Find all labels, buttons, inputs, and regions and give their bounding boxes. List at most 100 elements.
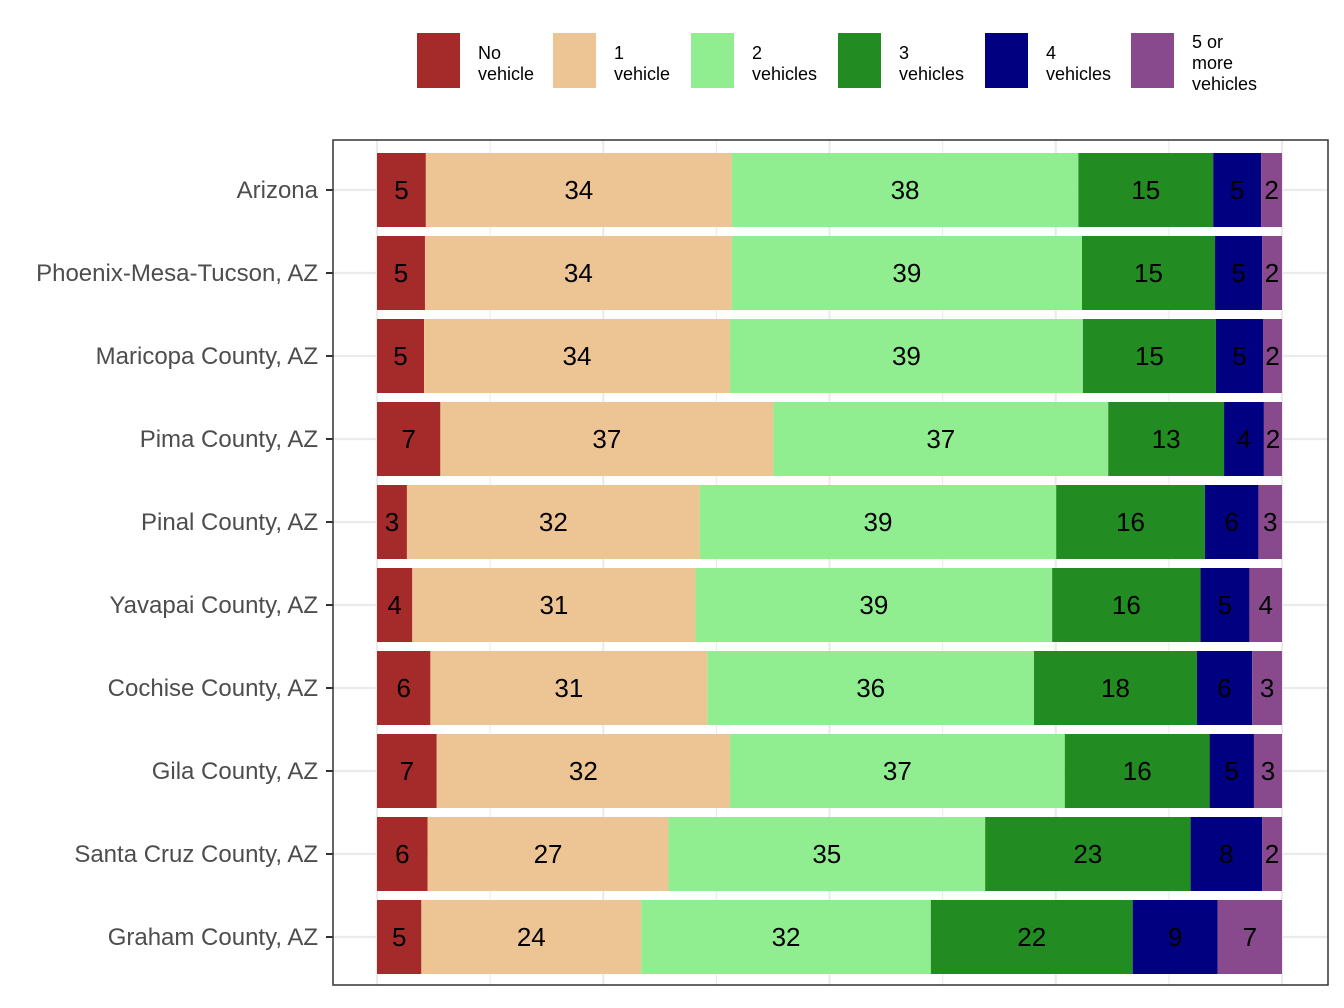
bar-segment-arizona-no-vehicle (377, 153, 426, 227)
data-label-phoenix-mesa-tucson-az-2-vehicles: 39 (892, 258, 921, 288)
category-label-maricopa-county-az: Maricopa County, AZ (96, 343, 318, 370)
bar-segment-cochise-county-az-3-vehicles (1034, 651, 1197, 725)
bar-segment-santa-cruz-county-az-3-vehicles (985, 817, 1191, 891)
category-label-cochise-county-az: Cochise County, AZ (108, 675, 318, 702)
bar-segment-gila-county-az-1-vehicle (436, 734, 730, 808)
bar-segment-maricopa-county-az-1-vehicle (424, 319, 730, 393)
bar-segment-pinal-county-az-5-or-more-vehicles (1258, 485, 1282, 559)
legend-label-no-vehicle: No (478, 43, 501, 63)
data-label-phoenix-mesa-tucson-az-5-or-more-vehicles: 2 (1265, 258, 1279, 288)
bar-segment-gila-county-az-5-or-more-vehicles (1253, 734, 1282, 808)
bar-segment-graham-county-az-no-vehicle (377, 900, 422, 974)
data-label-yavapai-county-az-5-or-more-vehicles: 4 (1258, 590, 1272, 620)
data-label-maricopa-county-az-5-or-more-vehicles: 2 (1265, 341, 1279, 371)
bar-segment-maricopa-county-az-4-vehicles (1215, 319, 1263, 393)
data-label-santa-cruz-county-az-5-or-more-vehicles: 2 (1265, 839, 1279, 869)
data-label-yavapai-county-az-4-vehicles: 5 (1218, 590, 1232, 620)
legend-label-2-vehicles: 2 (752, 43, 762, 63)
data-label-pima-county-az-2-vehicles: 37 (926, 424, 955, 454)
bar-segment-yavapai-county-az-2-vehicles (695, 568, 1053, 642)
bar-segment-yavapai-county-az-4-vehicles (1200, 568, 1250, 642)
bar-segment-maricopa-county-az-2-vehicles (729, 319, 1083, 393)
legend: Novehicle1vehicle2vehicles3vehicles4vehi… (417, 32, 1257, 94)
data-label-yavapai-county-az-2-vehicles: 39 (859, 590, 888, 620)
bar-segment-pima-county-az-5-or-more-vehicles (1263, 402, 1282, 476)
data-label-cochise-county-az-4-vehicles: 6 (1217, 673, 1231, 703)
bar-segment-santa-cruz-county-az-no-vehicle (377, 817, 428, 891)
data-label-pima-county-az-5-or-more-vehicles: 2 (1266, 424, 1280, 454)
data-label-arizona-5-or-more-vehicles: 2 (1264, 175, 1278, 205)
legend-key-3-vehicles (838, 33, 881, 88)
bar-segment-cochise-county-az-5-or-more-vehicles (1252, 651, 1282, 725)
bar-segment-graham-county-az-2-vehicles (641, 900, 931, 974)
data-label-phoenix-mesa-tucson-az-1-vehicle: 34 (564, 258, 593, 288)
bar-segment-phoenix-mesa-tucson-az-4-vehicles (1215, 236, 1263, 310)
data-label-yavapai-county-az-1-vehicle: 31 (539, 590, 568, 620)
bar-segment-arizona-3-vehicles (1078, 153, 1214, 227)
legend-key-2-vehicles (691, 33, 734, 88)
bar-segments: 5 34 38 15 5 25 34 39 15 5 25 34 39 15 5 27 37 37 13 4 23 32 3… (377, 153, 1282, 974)
data-label-pima-county-az-3-vehicles: 13 (1152, 424, 1181, 454)
data-label-maricopa-county-az-2-vehicles: 39 (892, 341, 921, 371)
bar-segment-phoenix-mesa-tucson-az-no-vehicle (377, 236, 425, 310)
bar-segment-gila-county-az-3-vehicles (1064, 734, 1210, 808)
data-label-pinal-county-az-5-or-more-vehicles: 3 (1263, 507, 1277, 537)
bar-segment-pima-county-az-2-vehicles (773, 402, 1109, 476)
category-label-phoenix-mesa-tucson-az: Phoenix-Mesa-Tucson, AZ (36, 260, 318, 287)
data-label-arizona-2-vehicles: 38 (891, 175, 920, 205)
bar-segment-cochise-county-az-4-vehicles (1196, 651, 1253, 725)
data-label-maricopa-county-az-4-vehicles: 5 (1232, 341, 1246, 371)
data-label-phoenix-mesa-tucson-az-no-vehicle: 5 (394, 258, 408, 288)
data-label-pinal-county-az-3-vehicles: 16 (1116, 507, 1145, 537)
data-label-santa-cruz-county-az-3-vehicles: 23 (1073, 839, 1102, 869)
bar-segment-graham-county-az-1-vehicle (421, 900, 642, 974)
bar-segment-cochise-county-az-1-vehicle (430, 651, 708, 725)
bar-segment-pima-county-az-3-vehicles (1108, 402, 1225, 476)
legend-key-4-vehicles (985, 33, 1028, 88)
legend-label-4-vehicles: vehicles (1046, 64, 1111, 84)
legend-label-2-vehicles: vehicles (752, 64, 817, 84)
data-label-cochise-county-az-3-vehicles: 18 (1101, 673, 1130, 703)
data-label-pinal-county-az-4-vehicles: 6 (1224, 507, 1238, 537)
data-label-arizona-1-vehicle: 34 (564, 175, 593, 205)
data-label-graham-county-az-3-vehicles: 22 (1017, 922, 1046, 952)
bar-segment-maricopa-county-az-3-vehicles (1082, 319, 1216, 393)
legend-label-1-vehicle: vehicle (614, 64, 670, 84)
data-label-cochise-county-az-5-or-more-vehicles: 3 (1260, 673, 1274, 703)
data-label-pima-county-az-1-vehicle: 37 (592, 424, 621, 454)
category-label-arizona: Arizona (237, 177, 319, 204)
bar-segment-pinal-county-az-3-vehicles (1056, 485, 1205, 559)
legend-label-5-or-more-vehicles: more (1192, 53, 1233, 73)
bar-segment-graham-county-az-3-vehicles (930, 900, 1133, 974)
data-label-cochise-county-az-2-vehicles: 36 (856, 673, 885, 703)
data-label-gila-county-az-2-vehicles: 37 (883, 756, 912, 786)
legend-label-5-or-more-vehicles: 5 or (1192, 32, 1223, 52)
data-label-pinal-county-az-1-vehicle: 32 (539, 507, 568, 537)
data-label-santa-cruz-county-az-4-vehicles: 8 (1219, 839, 1233, 869)
data-label-gila-county-az-3-vehicles: 16 (1123, 756, 1152, 786)
bar-segment-maricopa-county-az-no-vehicle (377, 319, 425, 393)
legend-key-1-vehicle (553, 33, 596, 88)
legend-label-3-vehicles: 3 (899, 43, 909, 63)
bar-segment-yavapai-county-az-5-or-more-vehicles (1249, 568, 1282, 642)
bar-segment-pinal-county-az-1-vehicle (406, 485, 700, 559)
legend-key-5-or-more-vehicles (1131, 33, 1174, 88)
bar-segment-arizona-4-vehicles (1213, 153, 1262, 227)
data-label-phoenix-mesa-tucson-az-3-vehicles: 15 (1134, 258, 1163, 288)
data-label-graham-county-az-5-or-more-vehicles: 7 (1243, 922, 1257, 952)
data-label-pima-county-az-no-vehicle: 7 (401, 424, 415, 454)
bar-segment-phoenix-mesa-tucson-az-5-or-more-vehicles (1262, 236, 1282, 310)
category-label-graham-county-az: Graham County, AZ (108, 924, 318, 951)
data-label-graham-county-az-4-vehicles: 9 (1168, 922, 1182, 952)
data-label-santa-cruz-county-az-2-vehicles: 35 (812, 839, 841, 869)
bar-segment-gila-county-az-4-vehicles (1209, 734, 1254, 808)
bar-segment-santa-cruz-county-az-4-vehicles (1190, 817, 1263, 891)
plot-panel-border (332, 139, 1329, 986)
category-label-yavapai-county-az: Yavapai County, AZ (109, 592, 318, 619)
category-label-pinal-county-az: Pinal County, AZ (141, 509, 318, 536)
legend-label-3-vehicles: vehicles (899, 64, 964, 84)
legend-label-1-vehicle: 1 (614, 43, 624, 63)
data-label-phoenix-mesa-tucson-az-4-vehicles: 5 (1231, 258, 1245, 288)
data-label-yavapai-county-az-no-vehicle: 4 (387, 590, 401, 620)
